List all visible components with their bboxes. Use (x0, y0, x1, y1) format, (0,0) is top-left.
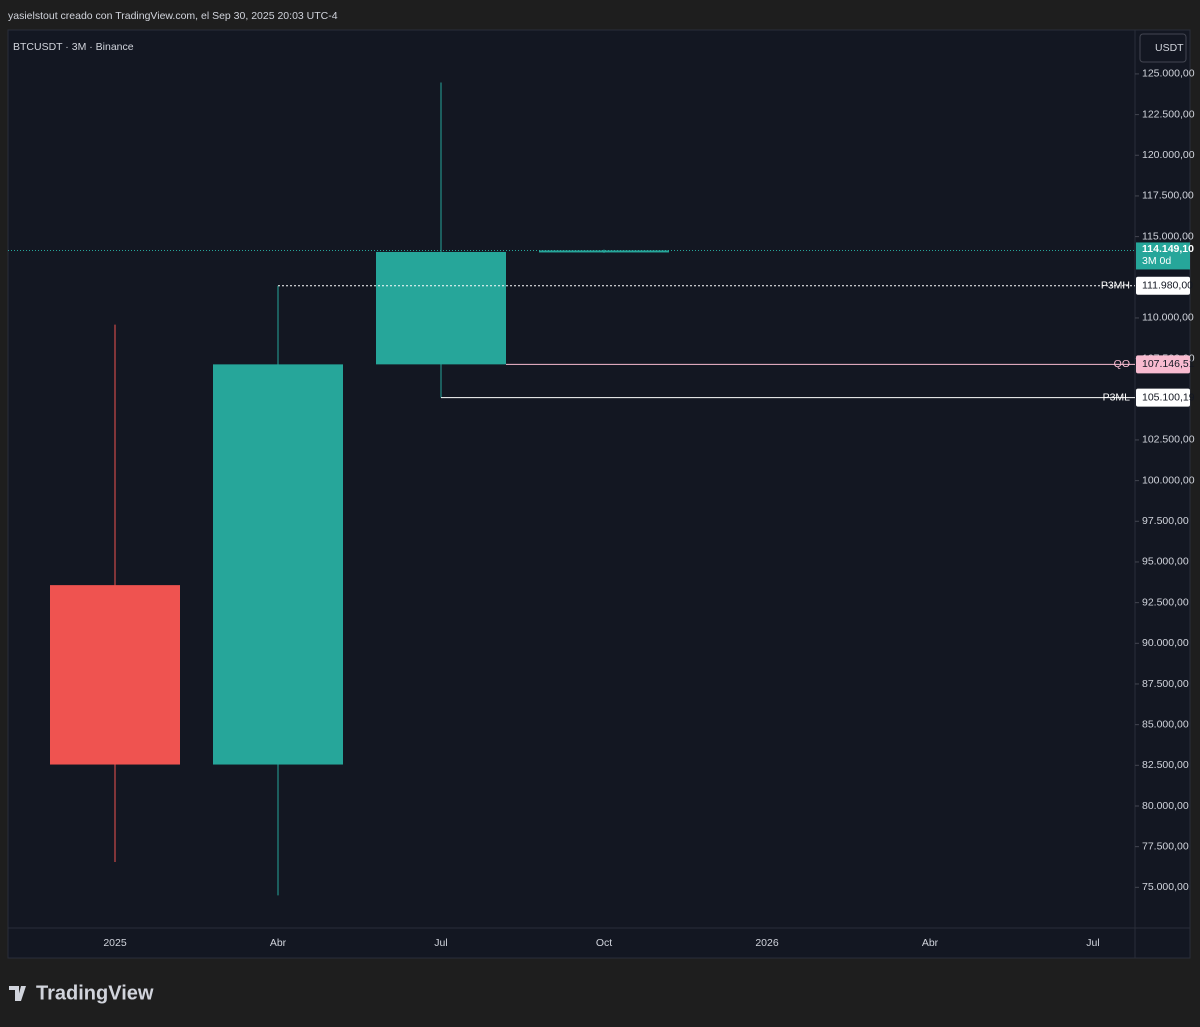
countdown: 3M 0d (1142, 255, 1171, 267)
last-price-label: 114.149,10 (1142, 243, 1194, 255)
y-tick-label: 85.000,00 (1142, 718, 1189, 730)
candle-body (50, 585, 180, 765)
symbol: BTCUSDT · 3M · Binance (13, 41, 134, 53)
level-name: P3MH (1101, 280, 1130, 292)
y-tick-label: 95.000,00 (1142, 556, 1189, 568)
chart-panel (7, 29, 1191, 959)
x-tick-label: Abr (922, 937, 939, 949)
currency: USDT (1155, 42, 1184, 54)
level-price-label: 107.146,51 (1142, 358, 1195, 370)
candle-body (539, 250, 669, 253)
y-tick-label: 90.000,00 (1142, 637, 1189, 649)
candle-body (376, 251, 506, 365)
y-tick-label: 82.500,00 (1142, 759, 1189, 771)
level-price-box (1136, 355, 1190, 374)
header: yasielstout creado con TradingView.com, … (8, 10, 338, 22)
y-tick-label: 115.000,00 (1142, 230, 1194, 242)
x-tick-label: Jul (1086, 937, 1099, 949)
y-tick-label: 80.000,00 (1142, 800, 1189, 812)
y-tick-label: 117.500,00 (1142, 190, 1194, 202)
level-price-box (1136, 388, 1190, 407)
logo-text: TradingView (36, 982, 154, 1004)
level-price-box (1136, 276, 1190, 295)
y-tick-label: 120.000,00 (1142, 149, 1195, 161)
y-tick-label: 125.000,00 (1142, 68, 1195, 80)
x-tick-label: Oct (596, 937, 612, 949)
y-tick-label: 97.500,00 (1142, 515, 1189, 527)
x-tick-label: 2026 (755, 937, 779, 949)
y-tick-label: 92.500,00 (1142, 596, 1189, 608)
x-tick-label: Jul (434, 937, 447, 949)
y-tick-label: 87.500,00 (1142, 678, 1189, 690)
candle-body (213, 364, 343, 765)
x-tick-label: 2025 (103, 937, 127, 949)
level-name: QO (1114, 358, 1130, 370)
level-price-label: 105.100,19 (1142, 391, 1195, 403)
logo: TradingView (9, 982, 154, 1004)
level-name: P3ML (1103, 391, 1131, 403)
x-tick-label: Abr (270, 937, 287, 949)
logo-icon (9, 986, 26, 1001)
last-price-box (1136, 242, 1190, 270)
y-tick-label: 102.500,00 (1142, 434, 1195, 446)
y-tick-label: 110.000,00 (1142, 312, 1194, 324)
y-tick-label: 100.000,00 (1142, 474, 1195, 486)
y-tick-label: 77.500,00 (1142, 840, 1189, 852)
y-tick-label: 75.000,00 (1142, 881, 1189, 893)
level-price-label: 111.980,00 (1142, 280, 1193, 292)
currency-box[interactable] (1139, 33, 1187, 63)
y-tick-label: 122.500,00 (1142, 108, 1195, 120)
